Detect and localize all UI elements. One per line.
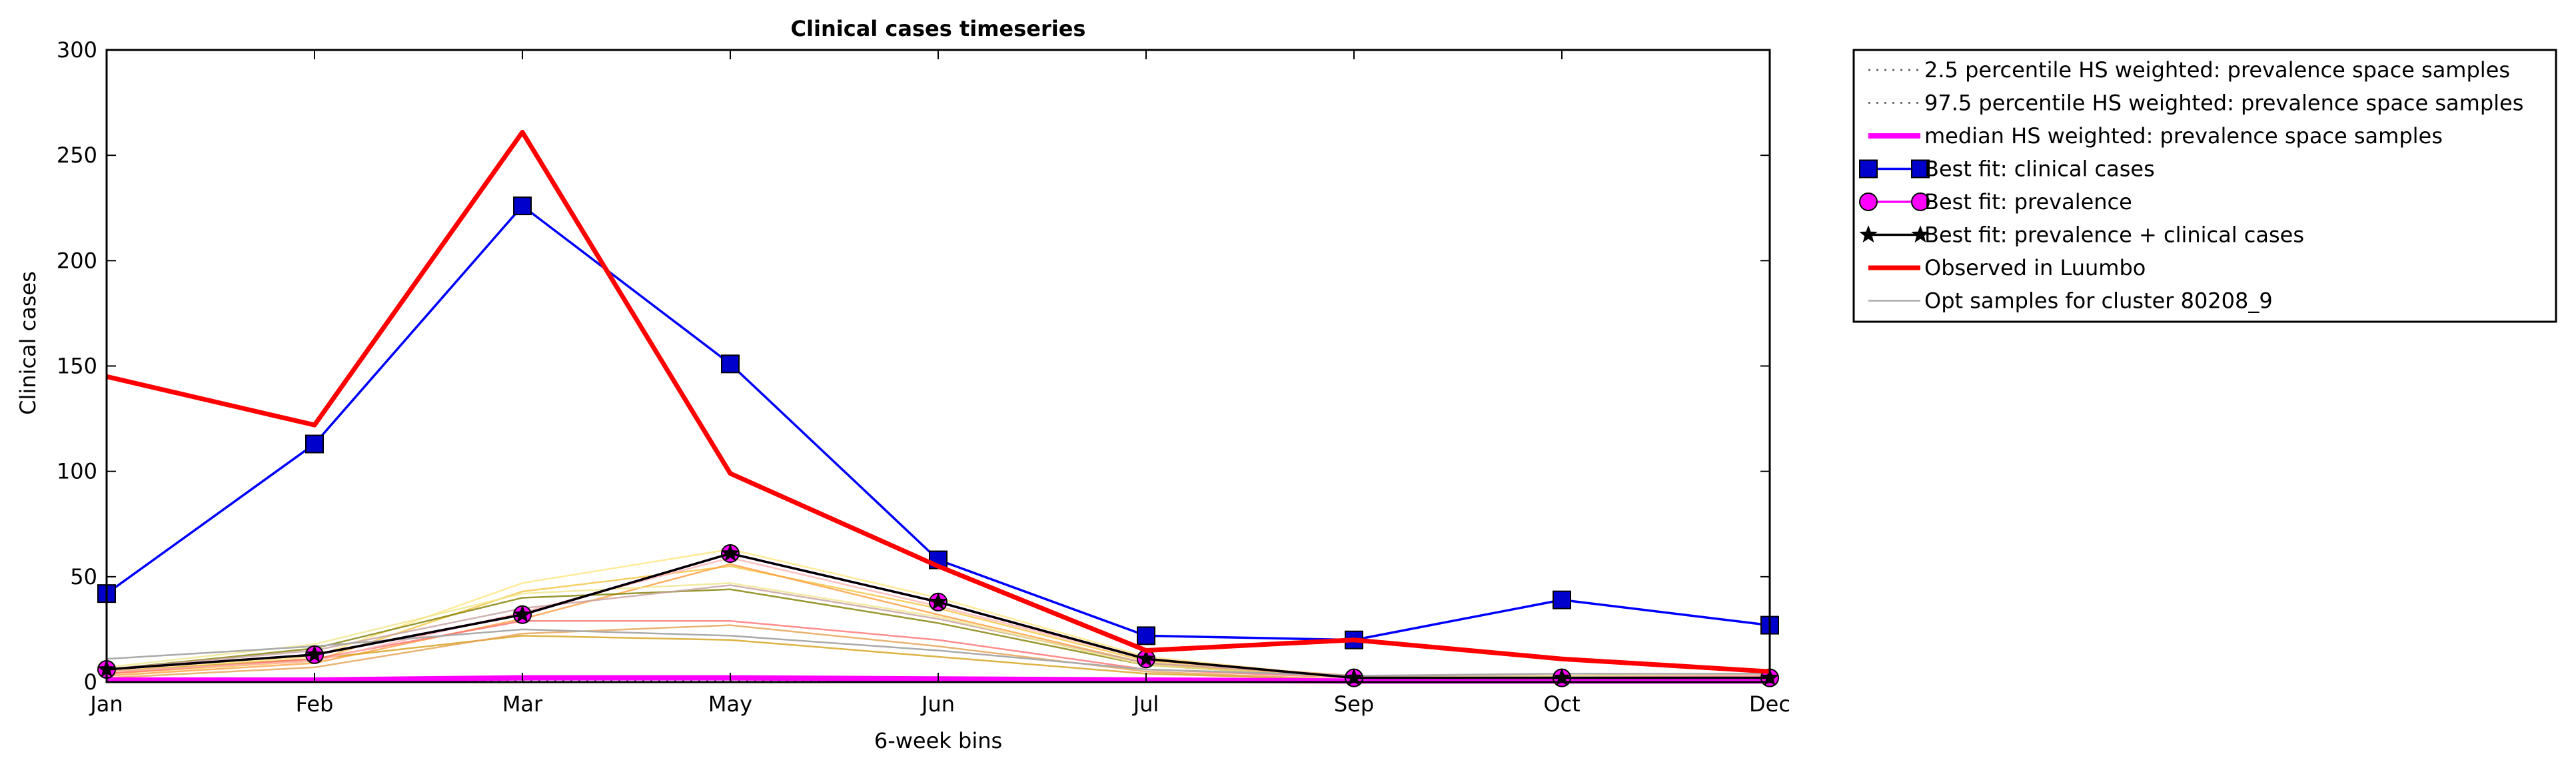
y-tick-label: 200 bbox=[57, 248, 97, 273]
legend-label: 2.5 percentile HS weighted: prevalence s… bbox=[1924, 57, 2510, 83]
legend: 2.5 percentile HS weighted: prevalence s… bbox=[1852, 49, 2557, 323]
legend-label: Best fit: clinical cases bbox=[1924, 157, 2155, 182]
x-tick-label: Jun bbox=[920, 691, 955, 717]
y-tick-label: 100 bbox=[57, 459, 97, 484]
background-samples bbox=[106, 548, 1770, 681]
legend-marker bbox=[1911, 193, 1930, 211]
legend-item-best-fit-prevalence-clinical-cases: Best fit: prevalence + clinical cases bbox=[1859, 222, 2304, 248]
x-tick-label: Jan bbox=[89, 691, 123, 717]
background-sample-line-10 bbox=[106, 582, 1770, 679]
legend-item-observed-in-luumbo: Observed in Luumbo bbox=[1868, 255, 2146, 280]
chart-title: Clinical cases timeseries bbox=[791, 16, 1086, 41]
y-tick-label: 250 bbox=[57, 143, 97, 168]
data-point bbox=[1137, 626, 1155, 645]
data-point bbox=[513, 605, 532, 623]
x-tick-label: Dec bbox=[1749, 691, 1790, 717]
legend-marker bbox=[1911, 159, 1930, 179]
x-axis-label: 6-week bins bbox=[874, 728, 1002, 753]
legend-label: 97.5 percentile HS weighted: prevalence … bbox=[1924, 91, 2523, 116]
x-tick-label: Feb bbox=[296, 691, 334, 717]
axes: Jan Feb Mar May Jun Jul Sep Oct Dec 0 50 100 150 200 2… bbox=[57, 37, 1790, 717]
legend-label: Best fit: prevalence + clinical cases bbox=[1924, 222, 2304, 248]
x-tick-label: May bbox=[708, 691, 752, 717]
y-axis-label: Clinical cases bbox=[15, 271, 41, 415]
legend-item-best-fit-clinical-cases: Best fit: clinical cases bbox=[1859, 157, 2155, 182]
y-tick-label: 300 bbox=[57, 37, 97, 63]
data-point bbox=[305, 434, 324, 454]
legend-label: Observed in Luumbo bbox=[1924, 255, 2146, 280]
legend-marker bbox=[1859, 225, 1878, 243]
y-tick-label: 50 bbox=[70, 564, 97, 589]
data-point bbox=[305, 645, 324, 663]
legend-marker bbox=[1911, 225, 1930, 243]
legend-label: Best fit: prevalence bbox=[1924, 189, 2132, 214]
x-tick-label: Jul bbox=[1132, 691, 1159, 717]
x-tick-label: Sep bbox=[1334, 691, 1374, 717]
legend-item-best-fit-prevalence: Best fit: prevalence bbox=[1859, 189, 2132, 214]
series-layer bbox=[97, 129, 1779, 687]
legend-item-97-5-percentile-hs-weighted-prevalence-space-samples: 97.5 percentile HS weighted: prevalence … bbox=[1868, 91, 2523, 116]
legend-item-opt-samples-for-cluster-80208-9: Opt samples for cluster 80208_9 bbox=[1868, 288, 2273, 314]
data-point bbox=[721, 354, 740, 374]
series-best-fit-clinical-cases bbox=[97, 196, 1779, 649]
data-point bbox=[929, 592, 948, 610]
x-tick-label: Oct bbox=[1543, 691, 1580, 717]
legend-item-2-5-percentile-hs-weighted-prevalence-space-samples: 2.5 percentile HS weighted: prevalence s… bbox=[1868, 57, 2510, 83]
legend-box bbox=[1852, 49, 2557, 323]
legend-items: 2.5 percentile HS weighted: prevalence s… bbox=[1859, 57, 2523, 314]
data-point bbox=[1553, 590, 1571, 609]
series-line bbox=[106, 552, 1770, 679]
y-tick-label: 0 bbox=[84, 669, 97, 695]
legend-marker bbox=[1859, 159, 1878, 179]
data-point bbox=[513, 196, 532, 216]
y-tick-label: 150 bbox=[57, 354, 97, 379]
data-point bbox=[721, 544, 740, 562]
series-line bbox=[106, 552, 1770, 679]
series-line bbox=[105, 204, 1770, 641]
legend-marker bbox=[1859, 193, 1878, 211]
legend-label: median HS weighted: prevalence space sam… bbox=[1924, 123, 2443, 149]
data-point bbox=[1137, 649, 1155, 667]
background-sample-line-7 bbox=[106, 620, 1770, 679]
series-line bbox=[106, 628, 1770, 677]
legend-label: Opt samples for cluster 80208_9 bbox=[1924, 288, 2273, 314]
x-tick-label: Mar bbox=[502, 691, 543, 717]
series-observed-in-luumbo bbox=[106, 129, 1770, 674]
legend-item-median-hs-weighted-prevalence-space-samples: median HS weighted: prevalence space sam… bbox=[1868, 123, 2443, 149]
series-line bbox=[106, 129, 1770, 674]
series-opt-samples-for-cluster-80208-9 bbox=[106, 628, 1770, 677]
